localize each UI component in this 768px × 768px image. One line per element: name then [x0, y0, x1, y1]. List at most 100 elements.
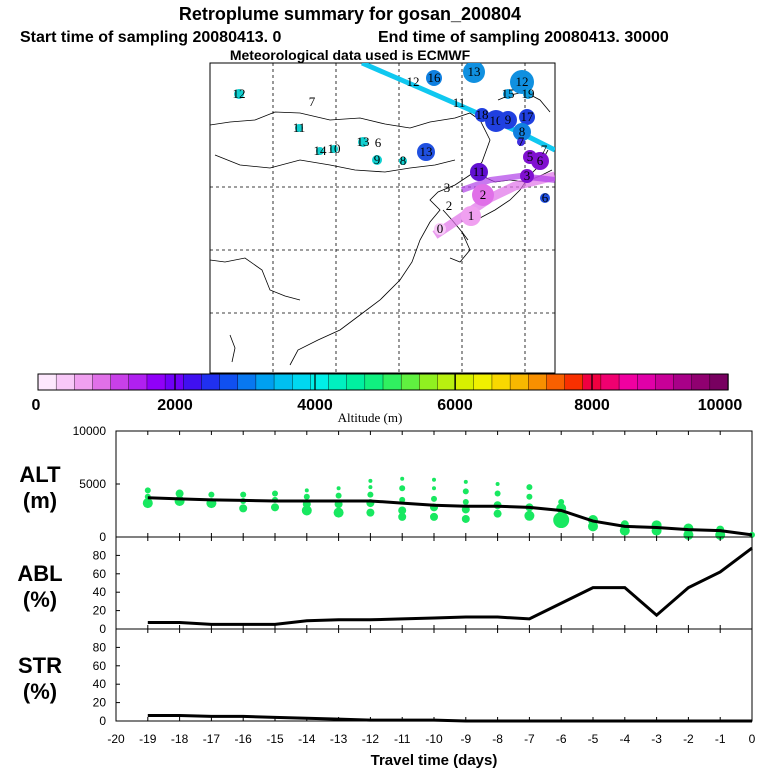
alt-point	[588, 521, 598, 532]
str-line	[147, 713, 752, 723]
colorbar-cell	[255, 373, 275, 391]
colorbar-cell	[509, 373, 529, 391]
y-tick-label: 0	[99, 622, 106, 636]
map-marker	[470, 163, 488, 181]
x-tick-label: -13	[330, 732, 348, 746]
map-frame	[209, 62, 556, 374]
plume-path-violet	[460, 172, 555, 193]
colorbar-cell	[55, 373, 76, 391]
y-tick-label: 20	[93, 696, 107, 710]
colorbar-cell	[419, 373, 439, 391]
map-marker	[330, 145, 338, 153]
colorbar-cell	[310, 373, 330, 391]
x-tick-label: -18	[171, 732, 189, 746]
map-marker	[503, 89, 513, 99]
colorbar-frame	[37, 373, 729, 391]
panel-abl: 0 20 40 60 80 ABL(%)	[17, 536, 753, 636]
map-day-label: 6	[542, 190, 549, 205]
alt-point	[495, 482, 500, 486]
map-marker	[463, 63, 485, 83]
alt-point	[430, 512, 438, 521]
alt-point	[493, 509, 502, 518]
map-marker	[540, 193, 550, 203]
map-day-label: 12	[516, 74, 529, 89]
colorbar-cell	[600, 373, 620, 391]
y-tick-label: 10000	[73, 424, 107, 438]
map-day-label: 7	[541, 142, 548, 157]
y-tick-label: 60	[93, 567, 107, 581]
map-marker	[523, 150, 537, 164]
x-tick-label: -17	[203, 732, 221, 746]
alt-point	[144, 487, 151, 494]
alt-point	[558, 499, 565, 506]
map-marker	[434, 223, 446, 235]
colorbar-cell	[528, 373, 548, 391]
map-marker	[472, 184, 494, 206]
y-tick-label: 0	[99, 530, 106, 544]
map-marker	[417, 143, 435, 161]
colorbar-cell	[128, 373, 148, 391]
alt-point	[303, 493, 310, 500]
map-marker	[295, 124, 303, 132]
map-day-label: 18	[476, 107, 489, 122]
map-day-label: 6	[375, 135, 382, 150]
panel-ylabel-line2: (%)	[23, 587, 57, 612]
panel-ylabel-line1: ABL	[17, 561, 62, 586]
map-day-label: 15	[502, 86, 515, 101]
map-day-label: 2	[480, 187, 487, 202]
map-day-label: 12	[233, 86, 246, 101]
abl-line	[147, 546, 753, 626]
map-marker	[475, 108, 489, 122]
map-day-label: 10	[490, 113, 503, 128]
colorbar-tick-label: 10000	[698, 397, 743, 414]
colorbar-label: Altitude (m)	[338, 410, 403, 425]
map-marker	[426, 70, 442, 86]
y-tick-label: 60	[93, 659, 107, 673]
map-day-label: 11	[293, 120, 306, 135]
map-marker	[234, 89, 244, 99]
x-tick-label: -20	[107, 732, 125, 746]
alt-point	[526, 493, 533, 500]
alt-point	[462, 499, 469, 506]
alt-point	[142, 498, 153, 509]
map-marker	[316, 147, 324, 155]
colorbar-cell	[364, 373, 384, 391]
alt-point	[335, 492, 342, 499]
alt-point	[463, 479, 468, 484]
x-tick-label: -10	[425, 732, 443, 746]
alt-point	[398, 506, 407, 515]
alt-point	[400, 476, 405, 481]
colorbar-cell	[273, 373, 293, 391]
colorbar-cell	[473, 373, 493, 391]
x-tick-label: -15	[266, 732, 284, 746]
panel-frame	[115, 628, 753, 722]
map-day-label: 8	[400, 153, 407, 168]
alt-point	[524, 510, 535, 521]
alt-point	[366, 508, 375, 517]
x-axis-title: Travel time (days)	[371, 752, 498, 768]
alt-point	[208, 491, 215, 498]
map-marker	[513, 123, 531, 141]
alt-point	[399, 485, 406, 492]
map-marker	[399, 157, 407, 165]
alt-point	[462, 488, 469, 495]
x-tick-label: -4	[619, 732, 630, 746]
colorbar-cell	[673, 373, 693, 391]
colorbar-cell	[74, 373, 94, 391]
x-tick-label: -6	[556, 732, 567, 746]
colorbar-tick-label: 6000	[437, 397, 473, 414]
colorbar-cell	[618, 373, 638, 391]
panel-alt: 0 5000 10000 ALT(m)	[19, 424, 755, 544]
plume-path-cyan	[361, 63, 555, 153]
map-day-label: 7	[518, 134, 525, 149]
colorbar-cell	[437, 373, 457, 391]
colorbar-tick-label: 0	[32, 397, 41, 414]
alt-point	[336, 486, 341, 491]
colorbar-cell	[400, 373, 421, 391]
x-tick-label: -5	[588, 732, 599, 746]
map-day-label: 13	[468, 64, 481, 79]
colorbar-tick-label: 2000	[157, 397, 193, 414]
map-day-label: 11	[453, 95, 466, 110]
